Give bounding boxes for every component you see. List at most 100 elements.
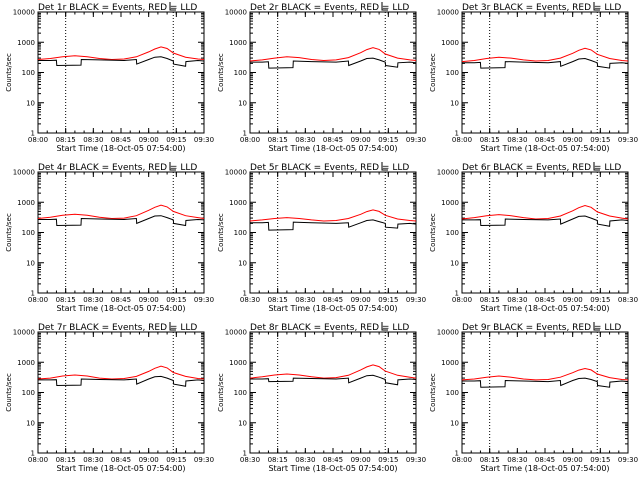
y-tick-label: 10000 <box>225 329 247 337</box>
y-tick-label: 100 <box>446 69 459 77</box>
x-tick-label: 08:45 <box>111 296 131 304</box>
y-tick-label: 10 <box>238 99 247 107</box>
x-tick-label: 09:00 <box>563 296 583 304</box>
x-tick-label: 09:15 <box>166 456 186 464</box>
x-tick-label: 09:30 <box>406 136 426 144</box>
panel-title: Det 2r BLACK = Events, RED = LLD <box>250 3 409 13</box>
x-axis-label: Start Time (18-Oct-05 07:54:00) <box>56 464 185 473</box>
lld-series <box>249 209 417 222</box>
x-axis-label: Start Time (18-Oct-05 07:54:00) <box>480 304 609 313</box>
y-tick-label: 10 <box>450 259 459 267</box>
panel-det-3: Det 3r BLACK = Events, RED = LLD 1 10 100 10… <box>429 2 638 153</box>
panel-title: Det 7r BLACK = Events, RED = LLD <box>38 323 197 333</box>
events-series <box>38 215 205 227</box>
y-tick-label: 10000 <box>13 9 35 17</box>
x-tick-label: 09:00 <box>563 456 583 464</box>
y-tick-label: 100 <box>446 389 459 397</box>
y-tick-label: 10 <box>238 419 247 427</box>
x-tick-label: 09:00 <box>139 296 159 304</box>
y-axis-label: Counts/sec <box>429 373 437 412</box>
x-tick-label: 08:45 <box>535 136 555 144</box>
lld-series <box>461 204 629 220</box>
x-tick-label: 08:15 <box>268 456 288 464</box>
x-tick-label: 09:15 <box>166 296 186 304</box>
x-tick-label: 08:45 <box>111 136 131 144</box>
bracket-mark <box>381 162 388 171</box>
y-tick-label: 1 <box>31 290 35 298</box>
x-tick-label: 08:45 <box>323 456 343 464</box>
bracket-mark <box>593 322 600 331</box>
panel-det-4: Det 4r BLACK = Events, RED = LLD 1 10 100 10… <box>5 162 214 313</box>
x-tick-label: 08:45 <box>535 296 555 304</box>
x-tick-label: 08:15 <box>268 296 288 304</box>
events-series <box>462 215 629 227</box>
x-tick-label: 09:30 <box>618 456 638 464</box>
lld-series <box>249 47 417 62</box>
x-tick-label: 08:30 <box>83 296 103 304</box>
y-axis-label: Counts/sec <box>217 213 225 252</box>
y-tick-label: 1 <box>243 130 247 138</box>
panel-title: Det 5r BLACK = Events, RED = LLD <box>250 163 409 173</box>
bracket-mark <box>169 2 176 11</box>
x-tick-label: 08:30 <box>295 456 315 464</box>
y-tick-label: 10000 <box>225 9 247 17</box>
bracket-mark <box>381 322 388 331</box>
x-tick-label: 08:30 <box>240 296 260 304</box>
y-tick-label: 10 <box>26 419 35 427</box>
x-tick-label: 09:30 <box>406 296 426 304</box>
events-series <box>250 374 417 386</box>
panel-title: Det 4r BLACK = Events, RED = LLD <box>38 163 197 173</box>
x-axis-label: Start Time (18-Oct-05 07:54:00) <box>480 464 609 473</box>
x-tick-label: 08:30 <box>83 136 103 144</box>
y-tick-label: 100 <box>446 229 459 237</box>
x-tick-label: 08:00 <box>452 136 472 144</box>
x-tick-label: 09:15 <box>378 456 398 464</box>
x-tick-label: 08:15 <box>268 136 288 144</box>
plot-frame <box>249 171 417 294</box>
x-tick-label: 09:00 <box>139 136 159 144</box>
y-tick-label: 1 <box>243 450 247 458</box>
x-tick-label: 08:45 <box>323 296 343 304</box>
panel-det-2: Det 2r BLACK = Events, RED = LLD 1 10 100 10… <box>217 2 426 153</box>
panel-title: Det 1r BLACK = Events, RED = LLD <box>38 3 197 13</box>
panel-det-9: Det 9r BLACK = Events, RED = LLD 1 10 100 10… <box>429 322 638 473</box>
y-tick-label: 1 <box>455 290 459 298</box>
y-tick-label: 1 <box>243 290 247 298</box>
x-axis-label: Start Time (18-Oct-05 07:54:00) <box>480 144 609 153</box>
y-tick-label: 10 <box>26 259 35 267</box>
plot-frame <box>37 171 205 294</box>
lld-series <box>461 367 629 381</box>
x-tick-label: 09:30 <box>194 136 214 144</box>
events-series <box>462 57 629 69</box>
lld-series <box>37 365 205 380</box>
y-tick-label: 10 <box>450 99 459 107</box>
y-tick-label: 1 <box>31 130 35 138</box>
y-tick-label: 100 <box>22 229 35 237</box>
x-tick-label: 09:30 <box>406 456 426 464</box>
plot-frame <box>37 331 205 454</box>
x-axis-label: Start Time (18-Oct-05 07:54:00) <box>268 304 397 313</box>
y-tick-label: 100 <box>234 389 247 397</box>
events-series <box>38 56 205 67</box>
y-tick-label: 1000 <box>441 39 459 47</box>
plot-frame <box>249 331 417 454</box>
panel-det-1: Det 1r BLACK = Events, RED = LLD 1 10 100 10… <box>5 2 214 153</box>
panel-title: Det 6r BLACK = Events, RED = LLD <box>462 163 621 173</box>
x-tick-label: 08:45 <box>111 456 131 464</box>
bracket-mark <box>169 162 176 171</box>
x-tick-label: 08:30 <box>83 456 103 464</box>
x-tick-label: 08:30 <box>295 136 315 144</box>
x-tick-label: 08:30 <box>618 296 638 304</box>
x-tick-label: 09:15 <box>378 136 398 144</box>
y-tick-label: 100 <box>22 69 35 77</box>
y-tick-label: 10000 <box>437 329 459 337</box>
lld-series <box>37 204 205 220</box>
y-axis-label: Counts/sec <box>5 373 13 412</box>
panel-det-5: Det 5r BLACK = Events, RED = LLD 1 10 100 10… <box>217 162 426 313</box>
x-tick-label: 08:15 <box>56 296 76 304</box>
y-tick-label: 1 <box>455 450 459 458</box>
events-series <box>38 375 205 387</box>
y-tick-label: 1000 <box>17 39 35 47</box>
x-tick-label: 08:00 <box>240 136 260 144</box>
